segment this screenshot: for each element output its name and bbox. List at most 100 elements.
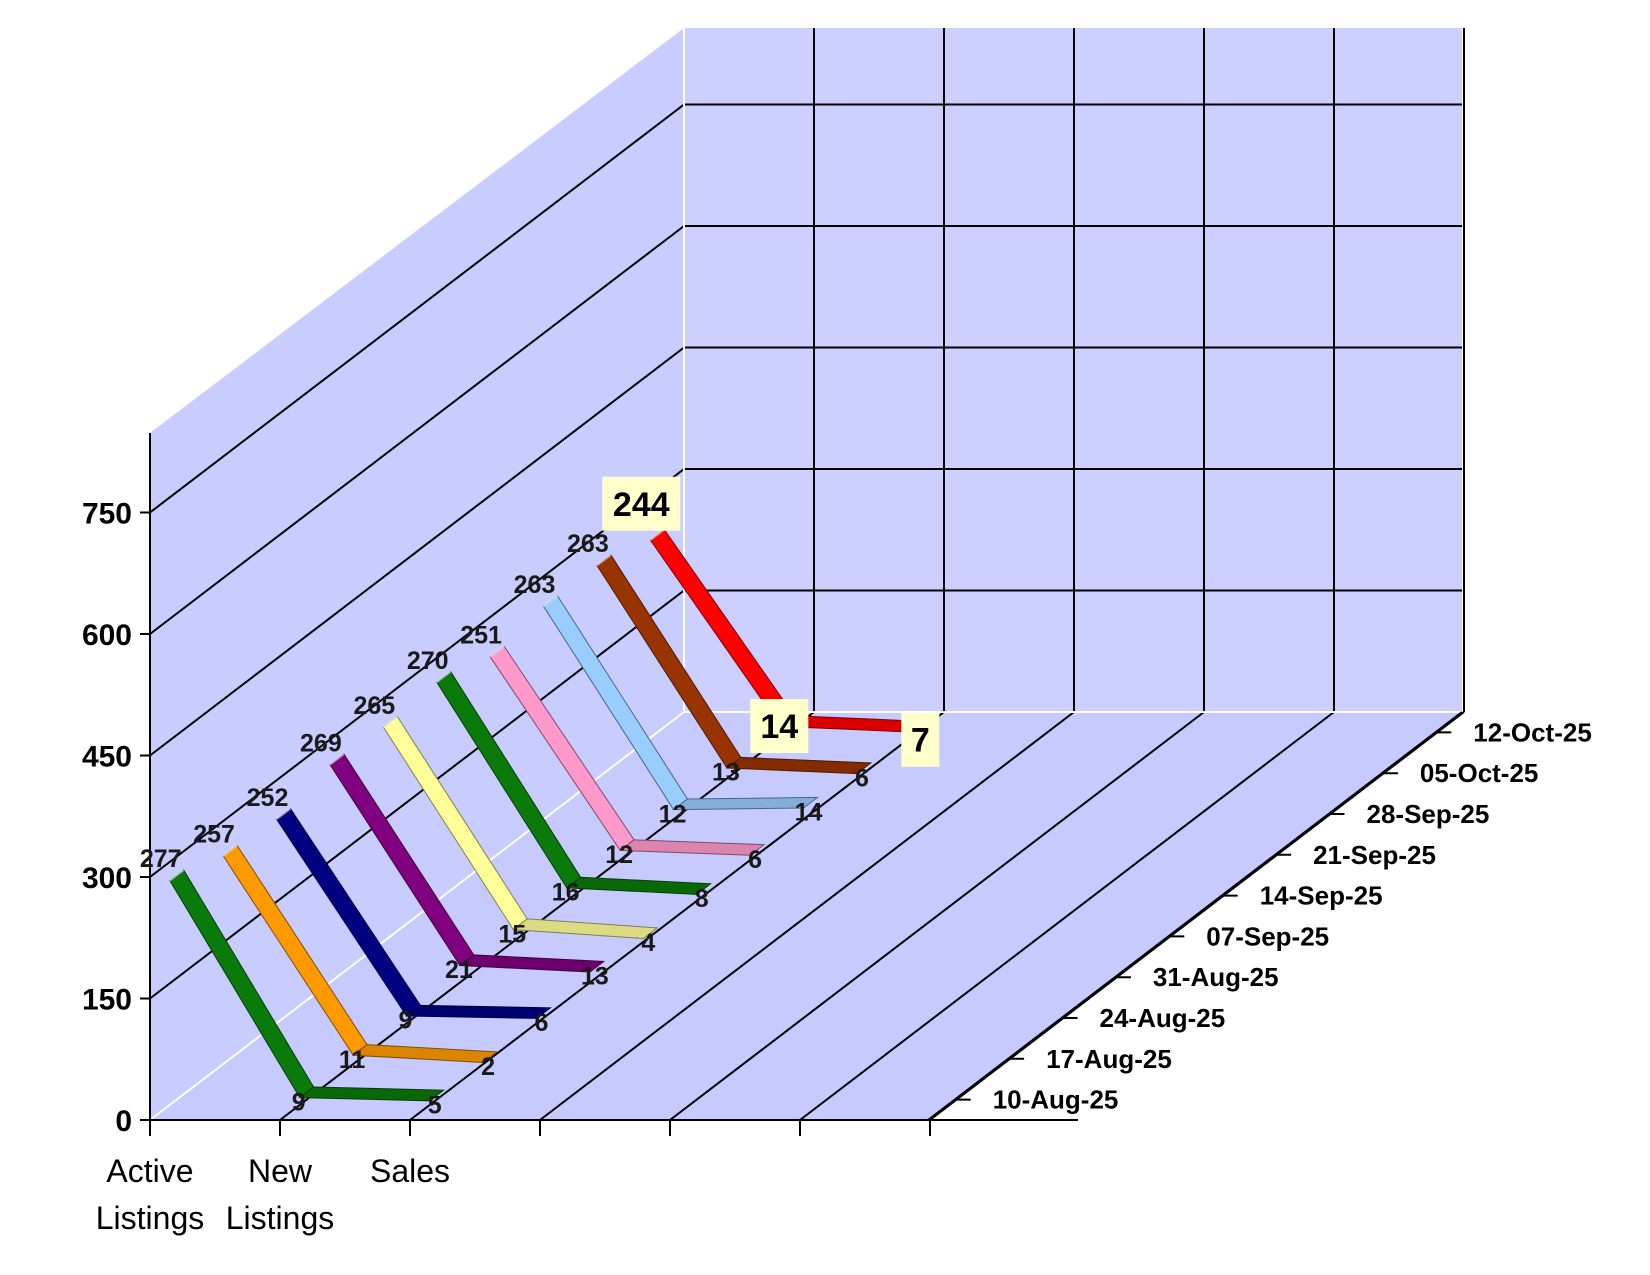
series-ribbon bbox=[275, 807, 552, 1019]
data-label: 269 bbox=[300, 729, 342, 757]
data-label: 257 bbox=[193, 821, 235, 849]
ribbon-segment bbox=[405, 1004, 552, 1019]
depth-axis-line bbox=[927, 711, 1463, 1121]
ribbon-edge bbox=[222, 844, 238, 857]
series-ribbon bbox=[169, 869, 446, 1102]
ribbon-edge bbox=[542, 594, 559, 608]
ribbon-segment bbox=[618, 839, 766, 856]
y-tick-label: 600 bbox=[82, 619, 132, 652]
series-ribbon bbox=[542, 594, 819, 811]
series-ribbon bbox=[436, 670, 712, 895]
data-label: 13 bbox=[712, 759, 740, 787]
y-tick-label: 0 bbox=[115, 1105, 132, 1138]
data-label: 15 bbox=[498, 920, 526, 948]
floor-edge bbox=[149, 711, 685, 1121]
ribbon-edge bbox=[596, 554, 612, 567]
x-tick-label: Listings bbox=[96, 1200, 205, 1236]
data-label: 252 bbox=[247, 784, 289, 812]
highlight-label-box bbox=[901, 712, 940, 767]
ribbon-segment bbox=[672, 796, 819, 811]
data-label: 21 bbox=[445, 956, 473, 984]
depth-tick-label: 31-Aug-25 bbox=[1153, 962, 1279, 992]
data-label: 244 bbox=[613, 486, 670, 524]
ribbon-edge bbox=[275, 807, 292, 820]
side-wall-gridline bbox=[149, 225, 685, 635]
y-tick-label: 300 bbox=[82, 862, 132, 895]
ribbon-edge bbox=[329, 753, 345, 766]
y-tick-label: 450 bbox=[82, 741, 132, 774]
series-ribbon bbox=[596, 554, 873, 775]
data-label: 12 bbox=[659, 800, 687, 828]
series-ribbon bbox=[222, 844, 499, 1064]
ribbon-segment bbox=[512, 918, 659, 940]
data-label: 9 bbox=[292, 1088, 306, 1116]
data-label: 4 bbox=[641, 929, 655, 957]
ribbon-segment bbox=[351, 1044, 499, 1064]
data-label: 14 bbox=[760, 708, 798, 746]
data-labels: 277 9 5 257 11 2 252 9 6 269 21 13 265 15 4 270 16 8 251 12… bbox=[140, 476, 940, 1120]
depth-tick-label: 21-Sep-25 bbox=[1313, 840, 1436, 870]
axes bbox=[149, 433, 1463, 1121]
data-label: 8 bbox=[695, 885, 709, 913]
side-wall-gridline bbox=[149, 468, 685, 878]
ribbon-edge bbox=[169, 869, 185, 882]
depth-tick-label: 12-Oct-25 bbox=[1473, 717, 1592, 747]
floor-gridline bbox=[799, 711, 1335, 1121]
data-label: 16 bbox=[552, 879, 580, 907]
ribbon-segment bbox=[565, 876, 712, 895]
data-label: 2 bbox=[481, 1053, 495, 1081]
y-tick-label: 750 bbox=[82, 498, 132, 531]
data-label: 6 bbox=[855, 764, 869, 792]
data-label: 9 bbox=[399, 1007, 413, 1035]
data-label: 11 bbox=[339, 1046, 366, 1074]
y-tick-label: 150 bbox=[82, 984, 132, 1017]
data-label: 263 bbox=[567, 530, 609, 558]
ribbon-segment bbox=[458, 954, 606, 973]
data-label: 270 bbox=[407, 647, 449, 675]
floor-gridline bbox=[929, 711, 1465, 1121]
ribbon-segment bbox=[725, 756, 873, 775]
data-label: 263 bbox=[514, 571, 556, 599]
x-tick-label: Active bbox=[106, 1153, 193, 1189]
data-label: 6 bbox=[535, 1009, 549, 1037]
series-ribbon bbox=[382, 715, 659, 940]
series-ribbons bbox=[169, 528, 926, 1102]
x-axis-ticks: Active Listings New Listings Sales bbox=[96, 1120, 931, 1236]
depth-axis-ticks: 10-Aug-25 17-Aug-25 24-Aug-25 31-Aug-25 07-S… bbox=[954, 717, 1592, 1115]
highlight-label-box bbox=[750, 699, 809, 754]
depth-tick-label: 14-Sep-25 bbox=[1260, 881, 1383, 911]
data-label: 6 bbox=[748, 846, 762, 874]
series-ribbon bbox=[329, 753, 606, 973]
floor-gridline bbox=[409, 711, 945, 1121]
y-axis-ticks: 0 150 300 450 600 750 bbox=[82, 498, 150, 1138]
data-label: 251 bbox=[460, 621, 502, 649]
depth-tick-label: 05-Oct-25 bbox=[1420, 758, 1539, 788]
side-wall bbox=[150, 28, 684, 1120]
data-label: 5 bbox=[428, 1092, 442, 1120]
depth-tick-label: 17-Aug-25 bbox=[1046, 1044, 1172, 1074]
side-wall-gridline bbox=[149, 346, 685, 757]
data-label: 7 bbox=[911, 722, 930, 760]
data-label: 265 bbox=[353, 692, 395, 720]
ribbon-segment bbox=[298, 1086, 446, 1102]
ribbon-edge bbox=[382, 715, 398, 728]
depth-tick-label: 24-Aug-25 bbox=[1100, 1003, 1226, 1033]
series-ribbon bbox=[489, 645, 766, 856]
ribbon-edge bbox=[489, 645, 505, 658]
data-label: 13 bbox=[581, 963, 609, 991]
x-tick-label: Sales bbox=[370, 1153, 450, 1189]
data-label: 12 bbox=[605, 841, 633, 869]
floor-gridline bbox=[669, 711, 1205, 1121]
side-wall-gridline bbox=[149, 103, 685, 514]
data-label: 14 bbox=[795, 799, 823, 827]
depth-tick-label: 07-Sep-25 bbox=[1206, 921, 1329, 951]
data-label: 277 bbox=[140, 845, 182, 873]
ribbon-edge bbox=[649, 528, 665, 541]
x-tick-label: Listings bbox=[226, 1200, 335, 1236]
ribbon-edge bbox=[436, 670, 452, 683]
x-tick-label: New bbox=[248, 1153, 313, 1189]
depth-tick-label: 28-Sep-25 bbox=[1367, 799, 1490, 829]
floor-gridline bbox=[539, 711, 1075, 1121]
depth-tick-label: 10-Aug-25 bbox=[993, 1085, 1119, 1115]
